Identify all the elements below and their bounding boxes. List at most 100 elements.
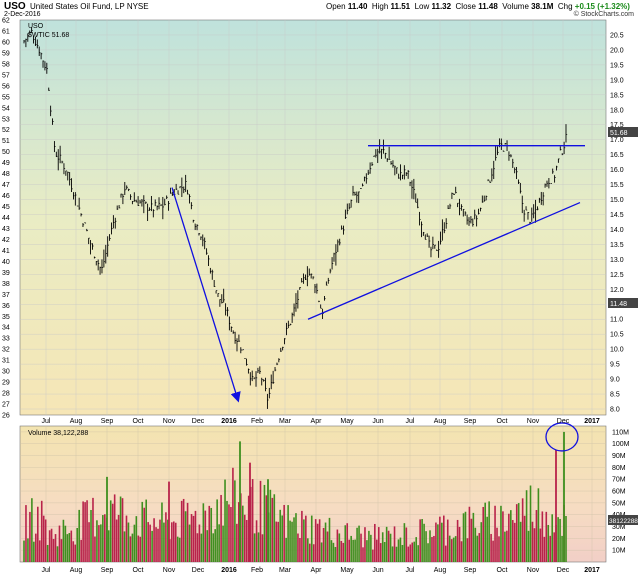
volume-bar	[533, 528, 536, 562]
price-bar	[228, 316, 231, 331]
x-tick-label: May	[340, 418, 354, 425]
left-tick-label: 35	[2, 314, 10, 321]
volume-bar	[468, 506, 471, 562]
price-bar	[179, 186, 182, 189]
price-bar	[305, 274, 307, 280]
left-tick-label: 47	[2, 182, 10, 189]
volume-bar	[182, 498, 185, 562]
price-bar	[274, 366, 277, 372]
volume-bar	[36, 506, 39, 562]
right-tick-label: 20.5	[610, 32, 624, 39]
x-tick-label: Jul	[42, 567, 51, 574]
price-bar	[459, 198, 461, 216]
price-bar	[149, 207, 151, 211]
volume-bar	[129, 536, 132, 562]
volume-bar	[543, 536, 546, 562]
volume-bar	[111, 503, 114, 562]
volume-bar	[362, 547, 364, 562]
price-bar	[479, 207, 482, 212]
price-bar	[464, 211, 467, 216]
price-bar	[287, 320, 290, 329]
price-bar	[112, 215, 115, 229]
price-bar	[413, 178, 416, 200]
volume-bar	[415, 537, 418, 562]
volume-bar	[255, 520, 258, 562]
price-bar	[242, 349, 244, 351]
volume-bar	[139, 536, 142, 562]
price-bar	[472, 218, 475, 227]
volume-tick-label: 80M	[612, 465, 626, 472]
price-bar	[303, 273, 305, 284]
price-bar	[103, 249, 106, 268]
price-bar	[557, 158, 560, 163]
price-bar	[219, 299, 222, 307]
volume-bar	[172, 521, 175, 562]
volume-bar	[478, 533, 481, 562]
volume-bar	[293, 517, 295, 562]
volume-bar	[525, 490, 528, 562]
quote-line: Open 11.40 High 11.51 Low 11.32 Close 11…	[326, 2, 630, 11]
price-bar	[31, 27, 33, 33]
price-bar	[164, 198, 166, 206]
volume-bar	[135, 516, 138, 562]
price-bar	[238, 334, 241, 342]
volume-bar	[192, 515, 195, 562]
volume-bar	[496, 527, 498, 562]
price-bar	[508, 151, 511, 161]
price-bar	[485, 195, 488, 201]
x-tick-label: Dec	[557, 418, 570, 425]
volume-bar	[269, 489, 272, 562]
price-bar	[394, 165, 397, 176]
volume-bar	[123, 531, 126, 562]
volume-bar	[149, 524, 151, 562]
price-bar	[88, 237, 90, 245]
svg-text:11.48: 11.48	[610, 301, 627, 308]
exchange: NYSE	[126, 2, 149, 11]
volume-bar	[488, 501, 490, 562]
left-tick-label: 48	[2, 171, 10, 178]
x-tick-label: Dec	[192, 418, 205, 425]
price-bar	[227, 307, 229, 317]
price-bar	[263, 379, 265, 382]
price-bar	[38, 46, 41, 56]
left-tick-label: 31	[2, 358, 10, 365]
right-tick-label: 12.5	[610, 272, 624, 279]
volume-bar	[324, 522, 327, 562]
price-bar	[481, 195, 484, 203]
left-tick-label: 39	[2, 270, 10, 277]
volume-bar	[188, 524, 191, 562]
price-bar	[206, 248, 208, 255]
volume-bar	[350, 535, 352, 562]
volume-bar	[62, 519, 65, 562]
volume-bar	[513, 522, 516, 562]
price-bar	[223, 288, 225, 303]
right-tick-label: 14.0	[610, 227, 624, 234]
volume-bar	[403, 523, 406, 562]
volume-bar	[216, 499, 218, 562]
x-tick-label: Jun	[372, 567, 383, 574]
volume-bar	[405, 527, 408, 562]
price-bar	[128, 188, 130, 192]
price-bar	[333, 252, 336, 262]
volume-bar	[104, 514, 106, 562]
volume-bar	[328, 517, 331, 562]
price-bar	[211, 269, 214, 280]
left-tick-label: 46	[2, 193, 10, 200]
price-bar	[523, 209, 526, 222]
volume-bar	[466, 538, 469, 562]
price-bar	[325, 281, 328, 286]
volume-bar	[121, 498, 124, 562]
volume-bar	[159, 519, 161, 562]
volume-bar	[397, 539, 400, 562]
price-bar	[421, 221, 423, 238]
x-tick-label: Jul	[406, 567, 415, 574]
volume-bar	[48, 530, 51, 562]
price-bar	[518, 179, 520, 185]
left-tick-label: 32	[2, 347, 10, 354]
price-bar	[33, 35, 35, 44]
left-tick-label: 50	[2, 149, 10, 156]
volume-bar	[334, 546, 337, 562]
price-bar	[500, 138, 503, 150]
volume-bar	[289, 520, 291, 562]
volume-bar	[474, 527, 477, 562]
